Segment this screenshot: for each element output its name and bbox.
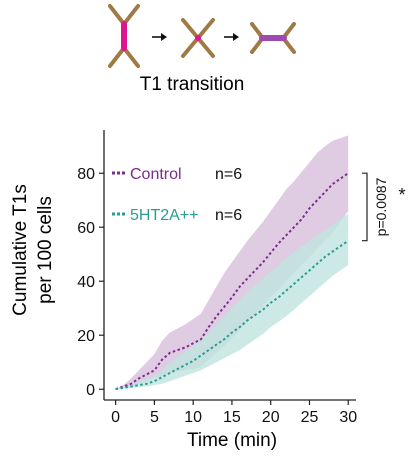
legend: Control n=6 5HT2A++ n=6: [112, 166, 242, 224]
arrow-right-icon: [152, 33, 167, 41]
x-tick-label: 20: [262, 409, 280, 426]
x-tick-label: 5: [150, 409, 159, 426]
band-5ht2a: [115, 213, 349, 390]
line-5ht2a: [115, 239, 349, 391]
cell-junction-horizontal-icon: [250, 22, 296, 54]
line-control: [115, 172, 349, 391]
y-axis-label: Cumulative T1s per 100 cells: [10, 184, 56, 316]
series-lines: [115, 172, 349, 391]
schematic-title: T1 transition: [140, 74, 245, 95]
x-tick-label: 10: [184, 409, 202, 426]
band-control: [115, 135, 349, 390]
x-axis-label: Time (min): [187, 430, 277, 451]
y-tick-label: 20: [77, 328, 95, 345]
y-axis-label-line-2: per 100 cells: [35, 196, 56, 304]
x-tick-label: 0: [111, 409, 120, 426]
x-tick-label: 30: [339, 409, 357, 426]
significance-star: *: [398, 185, 405, 205]
significance-annotation: p=0.0087 *: [362, 172, 406, 242]
y-axis-label-line-1: Cumulative T1s: [10, 184, 31, 316]
y-tick-label: 40: [77, 274, 95, 291]
arrow-right-icon: [224, 33, 239, 41]
x-tick-label: 15: [223, 409, 241, 426]
legend-n-label: n=6: [215, 207, 242, 224]
legend-label: Control: [130, 166, 182, 183]
axes: 0 5 10 15 20 25 30 0 20 40 60 80: [77, 130, 357, 426]
y-tick-label: 80: [77, 166, 95, 183]
y-tick-label: 0: [86, 382, 95, 399]
confidence-bands: [115, 135, 349, 390]
legend-label: 5HT2A++: [130, 207, 198, 224]
y-tick-label: 60: [77, 220, 95, 237]
x-tick-label: 25: [301, 409, 319, 426]
cell-junction-fourfold-icon: [181, 18, 215, 58]
p-value-label: p=0.0087: [373, 177, 389, 236]
t1-schematic: [108, 4, 296, 68]
significance-bracket: [362, 172, 368, 242]
legend-n-label: n=6: [215, 166, 242, 183]
cell-junction-vertical-icon: [108, 4, 140, 68]
